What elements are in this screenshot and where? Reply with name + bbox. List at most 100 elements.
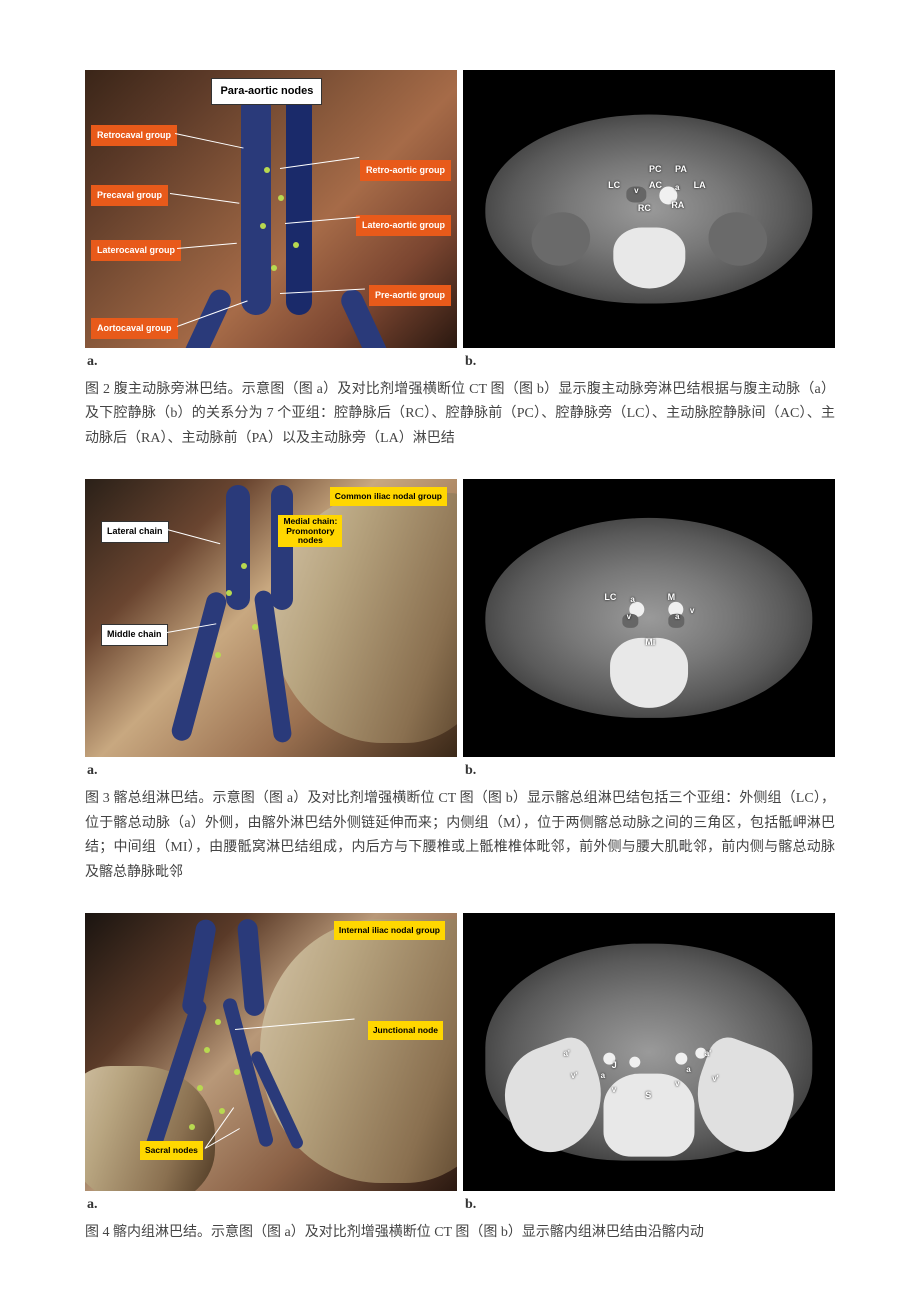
ct-label-pc: PC [649,162,662,177]
vessel-ivc [241,92,271,314]
lead-line [175,133,244,149]
ct-label-v-r: v [675,1077,679,1091]
ct-label-aprime-l: a' [563,1047,569,1061]
label-lateroaortic: Latero-aortic group [356,215,451,236]
ct-label-ac: AC [649,178,662,193]
figure-3: Common iliac nodal group Medial chain: P… [85,479,835,885]
ct-label-pa: PA [675,162,687,177]
node-dot [260,223,266,229]
label-retroaortic: Retro-aortic group [360,160,451,181]
node-dot [252,624,258,630]
panel-title: Para-aortic nodes [211,78,322,105]
ct-label-lc: LC [604,590,616,605]
figure-2-panel-a: Para-aortic nodes Retrocaval group Preca… [85,70,457,348]
ct-label-lc: LC [608,178,620,193]
sublabel-a: a. [85,350,457,374]
node-dot [264,167,270,173]
node-dot [219,1108,225,1114]
ct-label-ra: RA [671,198,684,213]
ct-label-m: M [668,590,676,605]
pelvic-bone [260,919,457,1183]
panel-title: Internal iliac nodal group [334,921,445,939]
ct-label-a: a [630,593,634,607]
ct-label-a-r: a [686,1063,690,1077]
ct-axial-image: a' v' a J v S v a a' v' [463,913,835,1191]
figure-3-panel-b: LC a M v a v Mi [463,479,835,757]
lead-line [177,243,237,249]
label-laterocaval: Laterocaval group [91,240,181,261]
ct-spine [613,228,685,288]
ct-label-v2: v [690,604,694,618]
ct-label-s: S [645,1088,651,1103]
ct-iliac-left [490,1032,618,1163]
anatomical-3d-render: Para-aortic nodes Retrocaval group Preca… [85,70,457,348]
ct-label-mi: Mi [645,635,655,650]
figure-4-panel-a: Internal iliac nodal group Junctional no… [85,913,457,1191]
label-junctional: Junctional node [368,1021,443,1039]
panel-title: Common iliac nodal group [330,487,447,505]
ct-kidney-right [702,206,773,272]
ct-label-rc: RC [638,201,651,216]
ct-label-aprime-r: a' [705,1047,711,1061]
sublabel-a: a. [85,1193,457,1217]
figure-4-panel-b: a' v' a J v S v a a' v' [463,913,835,1191]
figure-4-caption: 图 4 髂内组淋巴结。示意图（图 a）及对比剂增强横断位 CT 图（图 b）显示… [85,1221,835,1246]
sublabel-b: b. [463,759,835,783]
node-dot [234,1069,240,1075]
ct-label-vprime-r: v' [712,1072,718,1086]
label-medial-chain: Medial chain: Promontory nodes [278,515,342,547]
figure-2: Para-aortic nodes Retrocaval group Preca… [85,70,835,451]
sublabel-a: a. [85,759,457,783]
ct-body-outline [485,944,812,1161]
figure-2-sublabels: a. b. [85,350,835,374]
lead-line [170,193,239,204]
lead-line [167,529,220,544]
sub-line: nodes [283,536,337,545]
label-sacral: Sacral nodes [140,1141,203,1159]
ct-label-a-l: a [601,1069,605,1083]
label-preaortic: Pre-aortic group [369,285,451,306]
ct-label-j: J [612,1058,617,1073]
ct-label-vprime-l: v' [571,1069,577,1083]
ct-label-a2: a [675,610,679,624]
sublabel-b: b. [463,350,835,374]
vessel-common-iliac [271,485,293,610]
figure-2-caption: 图 2 腹主动脉旁淋巴结。示意图（图 a）及对比剂增强横断位 CT 图（图 b）… [85,378,835,452]
figure-4-sublabels: a. b. [85,1193,835,1217]
figure-3-sublabels: a. b. [85,759,835,783]
figure-4: Internal iliac nodal group Junctional no… [85,913,835,1245]
anatomical-3d-render: Internal iliac nodal group Junctional no… [85,913,457,1191]
node-dot [215,652,221,658]
ct-label-v: v [634,184,638,198]
ct-axial-image: PC PA LC v AC a LA RC RA [463,70,835,348]
node-dot [241,563,247,569]
vessel-branch [170,591,229,744]
node-dot [271,265,277,271]
node-dot [278,195,284,201]
figure-3-row: Common iliac nodal group Medial chain: P… [85,479,835,757]
node-dot [215,1019,221,1025]
vessel [237,918,265,1017]
ct-label-v-l: v [612,1083,616,1097]
vessel-aorta [286,92,312,314]
ct-label-la: LA [694,178,706,193]
ct-vessel [629,1056,640,1067]
ct-label-v: v [627,610,631,624]
figure-3-caption: 图 3 髂总组淋巴结。示意图（图 a）及对比剂增强横断位 CT 图（图 b）显示… [85,787,835,885]
sublabel-b: b. [463,1193,835,1217]
figure-2-panel-b: PC PA LC v AC a LA RC RA [463,70,835,348]
node-dot [197,1085,203,1091]
ct-label-a: a [675,181,679,195]
label-precaval: Precaval group [91,185,168,206]
ct-kidney-left [525,206,596,272]
figure-3-panel-a: Common iliac nodal group Medial chain: P… [85,479,457,757]
ct-body-outline [485,518,812,718]
figure-2-row: Para-aortic nodes Retrocaval group Preca… [85,70,835,348]
anatomical-3d-render: Common iliac nodal group Medial chain: P… [85,479,457,757]
ct-sacrum [603,1074,695,1156]
ct-axial-image: LC a M v a v Mi [463,479,835,757]
vessel-branch-l [181,286,234,348]
figure-4-row: Internal iliac nodal group Junctional no… [85,913,835,1191]
node-dot [204,1047,210,1053]
label-aortocaval: Aortocaval group [91,318,178,339]
